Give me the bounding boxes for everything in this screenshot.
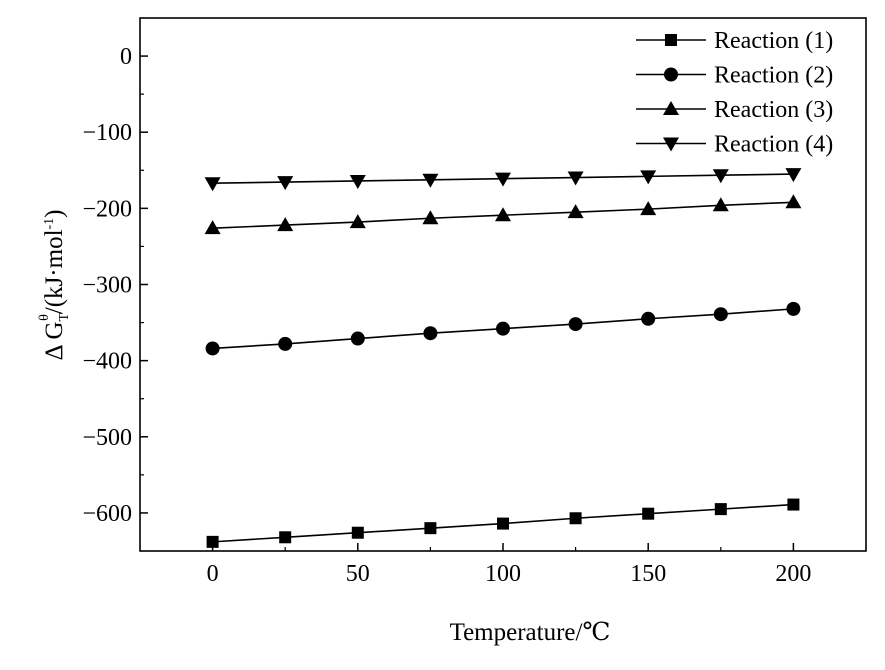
marker-triangle-down xyxy=(422,173,439,188)
marker-triangle-down xyxy=(712,169,729,184)
marker-square xyxy=(642,507,655,520)
marker-square xyxy=(569,512,582,525)
legend-label: Reaction (4) xyxy=(714,132,833,158)
marker-triangle-down xyxy=(567,171,584,186)
series-group xyxy=(204,168,802,548)
legend: Reaction (1) Reaction (2) Reaction (3) Reac… xyxy=(636,28,833,158)
marker-triangle-down xyxy=(204,177,221,192)
legend-label: Reaction (1) xyxy=(714,28,833,54)
marker-triangle-up xyxy=(567,204,584,219)
marker-triangle-up xyxy=(663,101,679,115)
marker-triangle-down xyxy=(495,172,511,187)
y-tick-label: −100 xyxy=(82,120,132,146)
marker-triangle-up xyxy=(640,201,657,216)
marker-circle xyxy=(278,336,293,351)
legend-item: Reaction (1) xyxy=(636,28,833,54)
y-tick-label: −500 xyxy=(82,425,132,451)
x-tick-label: 150 xyxy=(630,561,666,587)
y-tick-label: 0 xyxy=(120,44,132,70)
y-tick-label: −400 xyxy=(82,349,132,375)
marker-circle xyxy=(568,317,583,332)
marker-triangle-down xyxy=(785,168,802,183)
x-axis-label: Temperature/℃ xyxy=(450,619,611,646)
marker-square xyxy=(424,522,437,535)
marker-circle xyxy=(786,301,801,316)
marker-triangle-down xyxy=(663,137,679,152)
marker-square xyxy=(279,531,292,544)
series-reaction-1 xyxy=(206,498,800,548)
marker-circle xyxy=(350,331,365,346)
marker-square xyxy=(787,498,800,511)
x-tick-label: 0 xyxy=(207,561,219,587)
y-tick-label: −600 xyxy=(82,501,132,527)
marker-triangle-up xyxy=(712,197,729,212)
marker-triangle-down xyxy=(349,174,366,189)
legend-label: Reaction (2) xyxy=(714,63,833,89)
legend-label: Reaction (3) xyxy=(714,97,833,123)
y-axis: 0 −100 −200 −300 −400 −500 −600 xyxy=(82,44,148,527)
marker-circle xyxy=(423,326,438,341)
marker-triangle-up xyxy=(495,207,511,222)
legend-item: Reaction (4) xyxy=(636,132,833,158)
marker-circle xyxy=(641,311,656,326)
x-axis: 0 50 100 150 200 xyxy=(207,543,811,587)
series-reaction-4 xyxy=(204,168,802,192)
x-tick-label: 50 xyxy=(346,561,370,587)
marker-circle xyxy=(713,307,728,322)
y-axis-label: Δ GTθ/(kJ·mol-1) xyxy=(37,209,72,360)
marker-triangle-up xyxy=(204,220,221,235)
marker-square xyxy=(714,503,727,516)
marker-square xyxy=(665,34,677,46)
series-reaction-2 xyxy=(205,301,801,356)
marker-circle xyxy=(205,341,220,356)
series-reaction-3 xyxy=(204,194,802,235)
x-tick-label: 200 xyxy=(775,561,811,587)
x-tick-label: 100 xyxy=(485,561,521,587)
marker-square xyxy=(351,526,364,539)
marker-triangle-down xyxy=(277,176,294,191)
marker-triangle-down xyxy=(640,170,657,185)
y-tick-label: −200 xyxy=(82,196,132,222)
y-tick-label: −300 xyxy=(82,273,132,299)
marker-triangle-up xyxy=(277,217,294,232)
marker-circle xyxy=(664,67,678,82)
legend-item: Reaction (2) xyxy=(636,63,833,89)
legend-item: Reaction (3) xyxy=(636,97,833,123)
marker-square xyxy=(206,535,219,548)
marker-triangle-up xyxy=(349,214,366,229)
marker-square xyxy=(497,517,509,530)
marker-circle xyxy=(496,321,510,336)
marker-triangle-up xyxy=(785,194,802,209)
marker-triangle-up xyxy=(422,210,439,225)
